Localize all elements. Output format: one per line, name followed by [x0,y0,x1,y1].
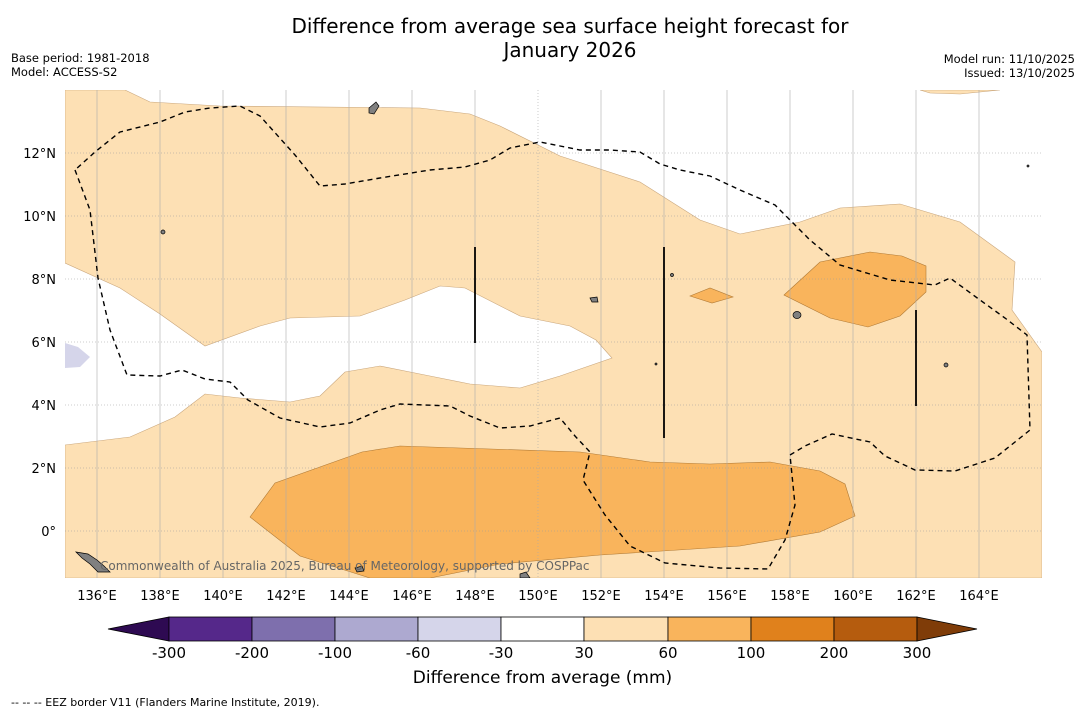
colorbar-swatch [251,616,336,642]
anomaly-region-30-60 [65,90,1042,578]
colorbar-swatch [833,616,918,642]
model-run: Model run: 11/10/2025 [943,52,1075,66]
issued-date: Issued: 13/10/2025 [964,66,1075,80]
lat-label: 12°N [23,147,56,162]
colorbar-tick: -100 [318,644,352,662]
lat-label: 0° [41,525,56,540]
lon-label: 136°E [77,589,117,604]
lat-label: 4°N [32,399,57,414]
lon-label: 148°E [455,589,495,604]
colorbar-extend-low [107,616,170,642]
colorbar-swatch [334,616,419,642]
map-plot-area: Commonwealth of Australia 2025, Bureau o… [65,90,1042,578]
colorbar: -300 -200 -100 -60 -30 30 60 100 200 300 [107,616,978,662]
colorbar-swatch [500,616,585,642]
copyright-notice: Commonwealth of Australia 2025, Bureau o… [100,559,590,573]
colorbar-tick: -30 [489,644,514,662]
anomaly-region-60-100-equator [249,445,856,578]
lat-label: 8°N [32,273,57,288]
colorbar-swatch [750,616,835,642]
lon-label: 142°E [266,589,306,604]
lon-label: 154°E [644,589,684,604]
lon-label: 150°E [518,589,558,604]
anomaly-region-60-100-small [689,287,734,304]
lon-label: 162°E [896,589,936,604]
land-islands [74,101,1030,578]
colorbar-extend-high [916,616,978,642]
colorbar-tick: 100 [737,644,766,662]
lat-label: 2°N [32,462,57,477]
model-name: Model: ACCESS-S2 [11,65,118,79]
anomaly-region-neg-30-60 [65,343,90,368]
base-period: Base period: 1981-2018 [11,51,150,65]
anomaly-region-30-60-north [919,90,1001,95]
eez-legend-footnote: -- -- -- EEZ border V11 (Flanders Marine… [11,696,320,709]
longitude-labels: 136°E 138°E 140°E 142°E 144°E 146°E 148°… [77,589,999,604]
lon-label: 160°E [833,589,873,604]
lon-label: 158°E [770,589,810,604]
colorbar-tick: 200 [820,644,849,662]
metadata-right: Model run: 11/10/2025 Issued: 13/10/2025 [944,52,1075,80]
colorbar-swatch [417,616,502,642]
lon-label: 138°E [140,589,180,604]
colorbar-tick: -300 [152,644,186,662]
eez-border [74,105,1031,570]
title-line-1: Difference from average sea surface heig… [291,14,849,38]
colorbar-swatch [667,616,752,642]
lat-label: 10°N [23,210,56,225]
colorbar-swatch [168,616,253,642]
lon-label: 144°E [329,589,369,604]
lon-label: 164°E [959,589,999,604]
colorbar-tick: 60 [658,644,677,662]
colorbar-title: Difference from average (mm) [412,668,673,688]
title-line-2: January 2026 [503,38,637,62]
colorbar-swatch [583,616,669,642]
latitude-labels: 12°N 10°N 8°N 6°N 4°N 2°N 0° [23,147,56,540]
map-title: Difference from average sea surface heig… [220,14,920,62]
colorbar-tick: 30 [574,644,593,662]
lon-label: 146°E [392,589,432,604]
colorbar-tick: -200 [235,644,269,662]
colorbar-tick: -60 [406,644,431,662]
colorbar-tick: 300 [903,644,932,662]
metadata-left: Base period: 1981-2018 Model: ACCESS-S2 [11,51,150,79]
lon-label: 156°E [707,589,747,604]
gridlines [65,90,1042,578]
lon-label: 140°E [203,589,243,604]
lat-label: 6°N [32,336,57,351]
lon-label: 152°E [581,589,621,604]
